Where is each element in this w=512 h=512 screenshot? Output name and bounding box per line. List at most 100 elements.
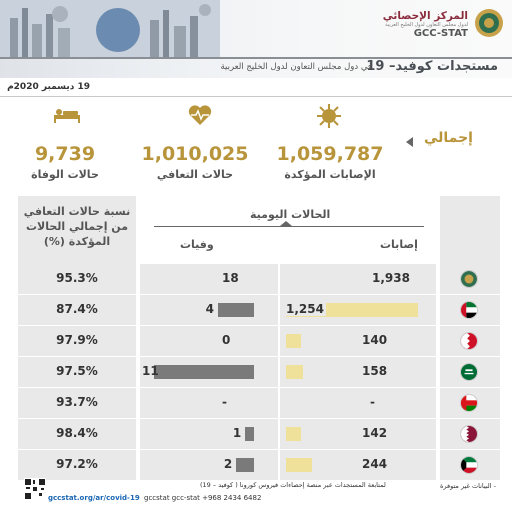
flag-cell [440,326,500,356]
deaths-cell: 0 [140,326,278,356]
recovery-pct-value: 97.5% [56,364,98,378]
deaths-header: وفيات [180,238,214,251]
recovery-pct-header: نسبة حالات التعافي من إجمالي الحالات الم… [18,196,136,264]
footer-follow-text: لمتابعة المستجدات عبر منصة إحصاءات فيروس… [200,481,386,489]
table-row: 98.4% 1 142 [0,419,512,449]
table-row: 97.5% 11 158 [0,357,512,387]
deaths-value: 2 [223,457,233,471]
deaths-bar [154,365,254,379]
city-skyline-illustration [0,0,220,58]
deaths-bar [235,458,254,472]
deaths-cell: - [140,388,278,418]
report-date: 19 ديسمبر 2020م [7,82,90,92]
confirmed-total: 1,059,787 [276,143,384,165]
recovery-pct-cell: 87.4% [18,295,136,325]
qatar-flag-icon [460,425,478,443]
deaths-value: 11 [142,364,159,378]
table-row: 87.4% 4 1,254 [0,295,512,325]
deaths-cell: 1 [140,419,278,449]
total-arrow-icon [406,137,413,147]
cases-bar [286,458,312,472]
cases-value: 142 [362,426,388,440]
deaths-cell: 18 [140,264,278,294]
recovery-pct-value: 93.7% [56,395,98,409]
deaths-bar [244,427,254,441]
kuwait-flag-icon [460,456,478,474]
gcc-flag-icon [460,270,478,288]
recovery-pct-value: 95.3% [56,271,98,285]
table-row: 95.3% 18 1,938 [0,264,512,294]
recovery-pct-value: 97.2% [56,457,98,471]
recovery-pct-value: 97.9% [56,333,98,347]
cases-value: 140 [362,333,388,347]
flag-cell [440,357,500,387]
recovery-pct-cell: 98.4% [18,419,136,449]
deaths-cell: 2 [140,450,278,480]
deaths-value: 0 [222,333,231,347]
cases-value: 158 [362,364,388,378]
deaths-value: - [222,395,227,409]
deaths-cell: 11 [140,357,278,387]
recovery-pct-cell: 95.3% [18,264,136,294]
cases-header: إصابات [380,238,418,251]
caret-up-icon [280,221,292,226]
page-title: مستجدات كوفيد– 19 [366,59,498,74]
flag-cell [440,295,500,325]
footer-social-handles: gccstat gcc-stat +968 2434 6482 [144,494,262,502]
footer-note: - البيانات غير متوفرة [440,482,496,490]
confirmed-label: الإصابات المؤكدة [284,168,376,181]
recovery-pct-cell: 93.7% [18,388,136,418]
cases-cell: 142 [280,419,436,449]
deaths-value: 4 [205,302,214,316]
cases-bar [286,334,301,348]
recovered-total: 1,010,025 [141,143,249,165]
oman-flag-icon [460,394,478,412]
cases-cell: 158 [280,357,436,387]
cases-cell: 1,254 [280,295,436,325]
flag-cell [440,450,500,480]
recovery-pct-cell: 97.5% [18,357,136,387]
cases-value: 1,938 [372,271,410,285]
footer-url-link[interactable]: gccstat.org/ar/covid-19 [48,494,140,502]
recovered-label: حالات التعافي [156,168,234,181]
flag-cell [440,264,500,294]
cases-cell: 244 [280,450,436,480]
cases-bar [286,365,303,379]
table-row: 97.2% 2 244 [0,450,512,480]
deaths-bar [217,303,254,317]
virus-icon [317,104,341,128]
flag-cell [440,419,500,449]
recovery-pct-value: 87.4% [56,302,98,316]
gcc-stat-logo: المركز الإحصائي لدول مجلس التعاون لدول ا… [382,10,468,39]
cases-value: - [370,395,375,409]
cases-cell: - [280,388,436,418]
uae-flag-icon [460,301,478,319]
cases-value: 1,254 [286,302,326,316]
total-label: إجمالي [424,130,473,146]
deaths-total: 9,739 [34,143,96,165]
gcc-emblem-icon [475,9,503,37]
deaths-value: 18 [222,271,239,285]
header-rule [154,226,424,227]
flag-header [440,196,500,264]
table-row: 93.7% - - [0,388,512,418]
cases-cell: 140 [280,326,436,356]
cases-cell: 1,938 [280,264,436,294]
heart-pulse-icon [188,105,212,125]
saudi-flag-icon [460,363,478,381]
patient-bed-icon [54,109,80,123]
recovery-pct-cell: 97.2% [18,450,136,480]
date-divider [0,96,512,97]
recovery-pct-cell: 97.9% [18,326,136,356]
table-row: 97.9% 0 140 [0,326,512,356]
cases-value: 244 [362,457,388,471]
flag-cell [440,388,500,418]
qr-code-icon [24,478,46,500]
deaths-cell: 4 [140,295,278,325]
header-divider [0,57,512,59]
deaths-label: حالات الوفاة [31,168,99,181]
daily-cases-header: الحالات اليومية إصابات وفيات [140,196,436,264]
cases-bar [286,427,301,441]
deaths-value: 1 [232,426,242,440]
bahrain-flag-icon [460,332,478,350]
